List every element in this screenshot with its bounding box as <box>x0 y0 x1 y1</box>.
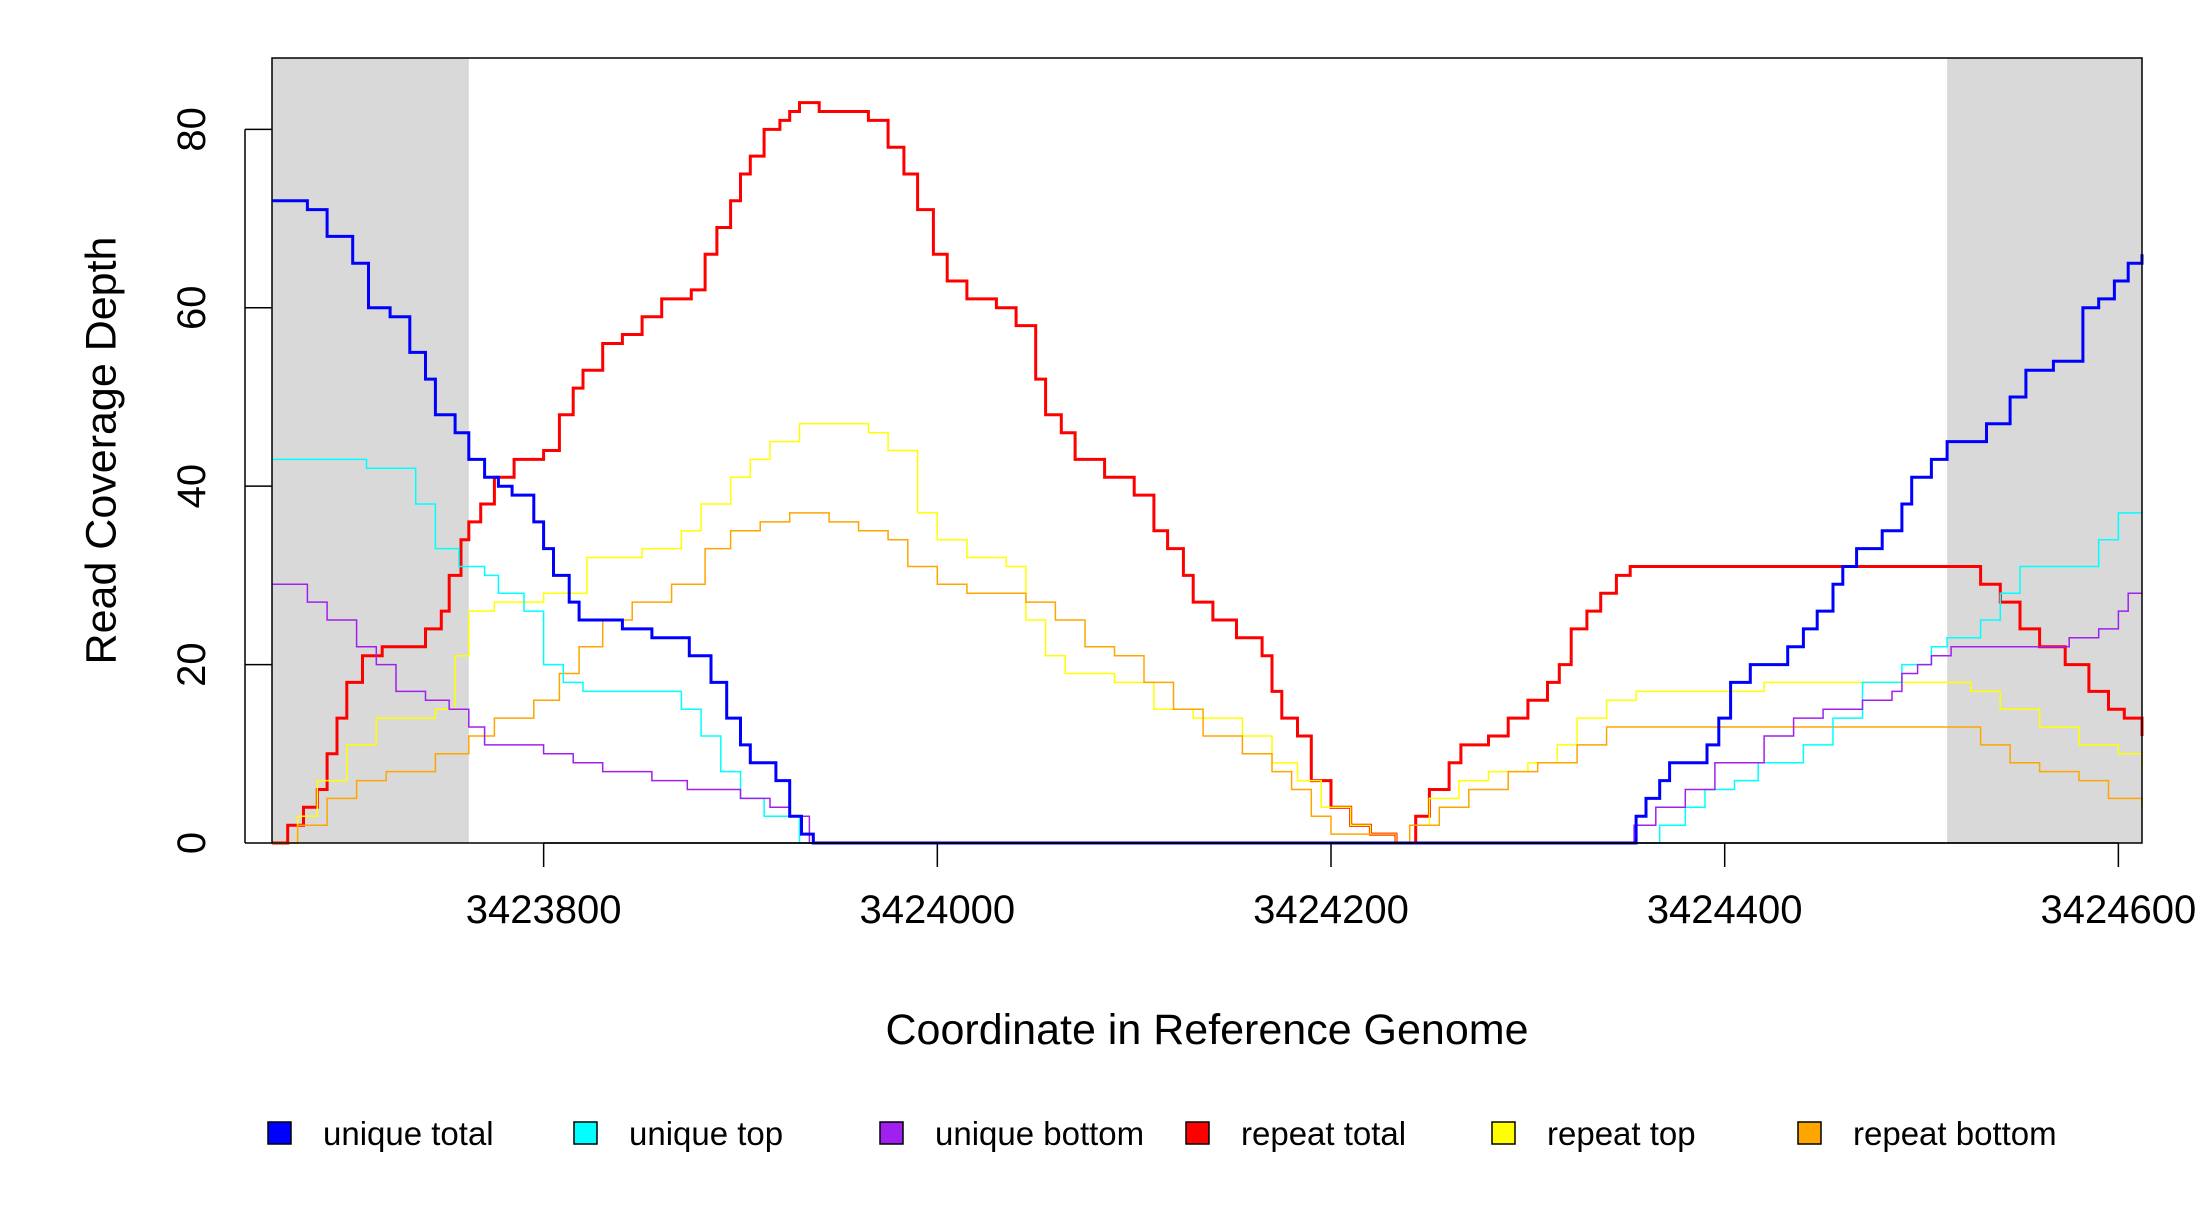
shaded-region-0 <box>272 58 469 843</box>
legend-label-repeat-bottom: repeat bottom <box>1853 1115 2057 1152</box>
series-repeat-top <box>272 422 2143 844</box>
x-tick-label: 3424000 <box>859 888 1015 932</box>
legend: unique total unique top unique bottom repea… <box>267 1115 2057 1152</box>
legend-label-repeat-top: repeat top <box>1547 1115 1696 1152</box>
legend-label-unique-total: unique total <box>323 1115 494 1152</box>
x-tick-label: 3423800 <box>466 888 622 932</box>
y-tick-label: 0 <box>170 832 214 854</box>
series-unique-bottom <box>272 583 2142 844</box>
legend-swatch-unique-total <box>267 1121 292 1145</box>
y-tick-label: 80 <box>170 107 214 152</box>
legend-label-unique-top: unique top <box>629 1115 783 1152</box>
y-axis-label: Read Coverage Depth <box>77 237 125 665</box>
legend-label-unique-bottom: unique bottom <box>935 1115 1144 1152</box>
x-axis-label: Coordinate in Reference Genome <box>886 1006 1529 1054</box>
series-unique-total <box>272 199 2144 845</box>
legend-label-repeat-total: repeat total <box>1241 1115 1406 1152</box>
y-tick-label: 60 <box>170 286 214 331</box>
legend-swatch-repeat-total <box>1185 1121 1210 1145</box>
legend-swatch-repeat-bottom <box>1797 1121 1822 1145</box>
x-tick-label: 3424400 <box>1647 888 1803 932</box>
legend-swatch-unique-bottom <box>879 1121 904 1145</box>
series-repeat-total <box>272 101 2144 845</box>
x-axis: 3423800 3424000 3424200 3424400 3424600 <box>466 842 2197 932</box>
series-unique-top <box>272 458 2142 844</box>
x-tick-label: 3424600 <box>2041 888 2197 932</box>
series-lines <box>272 101 2144 845</box>
shaded-regions <box>272 58 2142 843</box>
y-axis: 0 20 40 60 80 <box>170 107 272 854</box>
legend-swatch-repeat-top <box>1491 1121 1516 1145</box>
series-repeat-bottom <box>272 512 2143 844</box>
x-tick-label: 3424200 <box>1253 888 1409 932</box>
shaded-region-1 <box>1947 58 2142 843</box>
y-tick-label: 20 <box>170 642 214 687</box>
legend-swatch-unique-top <box>573 1121 598 1145</box>
y-tick-label: 40 <box>170 464 214 509</box>
